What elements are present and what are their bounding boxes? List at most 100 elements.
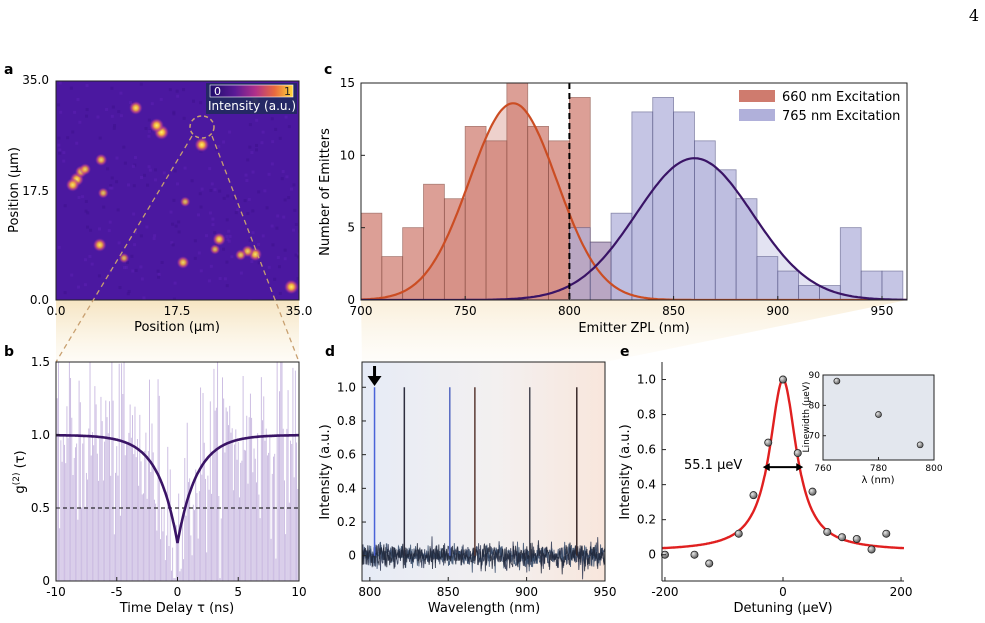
y-axis-label: g(2) (τ): [12, 450, 28, 493]
x-tick-label: 0: [174, 585, 182, 599]
noise-line: [362, 540, 605, 575]
background-speckle: [246, 158, 250, 162]
background-speckle: [172, 297, 176, 300]
background-speckle: [76, 98, 80, 102]
background-speckle: [283, 198, 287, 202]
background-speckle: [147, 134, 151, 138]
background-speckle: [108, 186, 112, 190]
background-speckle: [58, 81, 62, 85]
background-speckle: [112, 126, 116, 130]
background-speckle: [199, 269, 203, 273]
background-speckle: [62, 159, 66, 163]
background-speckle: [139, 82, 143, 86]
emitter-spot: [79, 163, 92, 176]
background-speckle: [96, 115, 100, 119]
zoom-line-right: [211, 135, 300, 363]
background-speckle: [292, 183, 296, 187]
background-speckle: [289, 187, 293, 191]
background-speckle: [248, 123, 252, 127]
background-speckle: [183, 166, 187, 170]
background-speckle: [209, 264, 213, 268]
background-speckle: [157, 275, 161, 279]
background-speckle: [78, 120, 82, 124]
x-axis-label: Time Delay τ (ns): [119, 601, 234, 616]
background-speckle: [245, 178, 249, 182]
background-speckle: [147, 118, 151, 122]
data-point: [823, 527, 832, 536]
linewidth-label: 55.1 μeV: [684, 458, 742, 473]
data-point: [705, 559, 714, 568]
background-speckle: [148, 168, 152, 172]
background-speckle: [236, 208, 240, 212]
down-arrow-icon: [367, 366, 382, 386]
background-speckle: [225, 284, 229, 288]
inset-content: 760 780 800 70 80 90: [809, 371, 943, 474]
x-tick-label: 900: [766, 304, 789, 318]
background-speckle: [98, 136, 102, 140]
axes-b: -10 -5 0 5 10 0 0.5 1.0 1.5: [31, 355, 307, 599]
background-speckle: [260, 141, 264, 145]
background-speckle: [226, 238, 230, 242]
background-speckle: [193, 256, 197, 260]
background-speckle: [225, 218, 229, 222]
background-speckle: [84, 199, 88, 203]
background-speckle: [111, 105, 115, 109]
background-speckle: [257, 190, 261, 194]
background-speckle: [246, 212, 250, 216]
zoom-band-b: [56, 300, 299, 362]
inset-y-tick-label: 80: [809, 401, 821, 411]
background-speckle: [261, 234, 265, 238]
panel-label-d: d: [325, 344, 335, 360]
background-speckle: [147, 165, 151, 169]
y-tick-label: 0.6: [337, 448, 356, 462]
y-axis-label: Intensity (a.u.): [318, 424, 333, 519]
panel-label-b: b: [4, 344, 14, 360]
background-speckle: [257, 242, 261, 246]
background-speckle: [227, 239, 231, 243]
linewidth-arrow: [762, 463, 804, 472]
emitter-spot: [284, 279, 299, 295]
background-speckle: [73, 110, 77, 114]
background-speckle: [129, 101, 133, 105]
histogram-bar: [361, 212, 383, 300]
y-tick-label: 0.2: [337, 515, 356, 529]
background-speckle: [251, 231, 255, 235]
panel-label-e: e: [620, 344, 630, 360]
emitter-spot: [149, 118, 164, 133]
x-tick-label: 900: [515, 585, 538, 599]
background-speckle: [144, 126, 148, 130]
x-axis-label: Emitter ZPL (nm): [578, 321, 689, 336]
background-speckle: [273, 277, 277, 281]
background-speckle: [126, 261, 130, 265]
background-speckle: [211, 223, 215, 227]
background-speckle: [283, 248, 287, 252]
background-speckle: [294, 222, 298, 226]
histogram-bar: [798, 285, 820, 300]
background-speckle: [77, 195, 81, 199]
background-speckle: [199, 101, 203, 105]
legend: 660 nm Excitation 765 nm Excitation: [739, 90, 900, 124]
histogram-bar: [714, 169, 737, 300]
background-speckle: [248, 145, 252, 149]
background-speckle: [172, 198, 176, 202]
y-tick-label: 0: [648, 548, 656, 562]
background-speckle: [287, 125, 291, 129]
background-speckle: [217, 144, 221, 148]
emitter-spot: [234, 249, 247, 261]
y-tick-label: 15: [340, 76, 355, 90]
background-speckle: [222, 140, 226, 144]
background-speckle: [160, 260, 164, 264]
emitter-spot: [209, 244, 221, 255]
background-speckle: [284, 115, 288, 119]
legend-swatch-660: [739, 90, 775, 102]
data-point: [734, 529, 743, 538]
spectral-peaks: [373, 387, 578, 556]
background-speckle: [57, 103, 61, 107]
y-tick-label: 1.5: [31, 355, 50, 369]
histogram-bar: [756, 256, 779, 300]
x-tick-label: -200: [651, 585, 678, 599]
background-speckle: [292, 228, 296, 232]
background-speckle: [193, 239, 197, 243]
